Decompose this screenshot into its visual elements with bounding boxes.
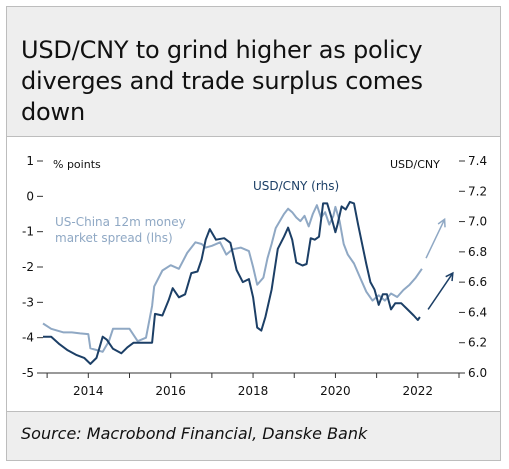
series-line-usdcny [43,200,421,365]
left-tick-label: 0 [26,189,34,203]
chart-title: USD/CNY to grind higher as policy diverg… [21,36,423,126]
series-line-spread [42,204,423,353]
left-axis: 1 0 -1 -2 -3 -4 -5 [22,154,43,380]
right-tick-label: 6.8 [468,245,487,259]
right-tick-label: 6.0 [468,366,487,380]
left-tick-label: -4 [22,331,34,345]
left-tick-label: 1 [26,154,34,168]
right-tick-label: 7.2 [468,184,487,198]
annotation-usdcny: USD/CNY (rhs) [253,179,339,193]
right-axis: 7.4 7.2 7.0 6.8 6.6 6.4 6.2 6.0 [459,154,487,380]
right-tick-label: 6.4 [468,305,487,319]
chart-plot: 1 0 -1 -2 -3 -4 -5 7.4 7.2 7.0 6.8 6.6 6.4 6.2 6.0 20… [22,154,487,398]
x-axis: 2014 2016 2018 2020 2022 [43,372,460,398]
right-tick-label: 7.0 [468,215,487,229]
annotation-spread-line2: market spread (lhs) [55,231,173,245]
x-tick-label: 2016 [155,384,186,398]
right-tick-label: 7.4 [468,154,487,168]
forecast-arrow-shaft [425,218,446,259]
left-tick-label: -2 [22,260,34,274]
forecast-arrows [425,217,454,310]
forecast-arrow-head [437,217,446,228]
left-tick-label: -3 [22,295,34,309]
left-tick-label: -1 [22,225,34,239]
source-note: Source: Macrobond Financial, Danske Bank [21,424,368,443]
title-band: USD/CNY to grind higher as policy diverg… [7,7,500,137]
right-tick-label: 6.6 [468,275,487,289]
forecast-arrow-shaft [427,272,454,310]
x-tick-label: 2014 [73,384,104,398]
left-tick-label: -5 [22,366,34,380]
right-tick-label: 6.2 [468,336,487,350]
chart-frame: USD/CNY to grind higher as policy diverg… [6,6,501,461]
annotation-spread-line1: US-China 12m money [55,215,186,229]
x-tick-label: 2022 [403,384,434,398]
forecast-arrow-head [445,271,454,282]
right-axis-label: USD/CNY [390,158,440,171]
x-tick-label: 2020 [320,384,351,398]
left-axis-label: % points [53,158,101,171]
x-tick-label: 2018 [238,384,269,398]
source-band: Source: Macrobond Financial, Danske Bank [7,411,500,460]
